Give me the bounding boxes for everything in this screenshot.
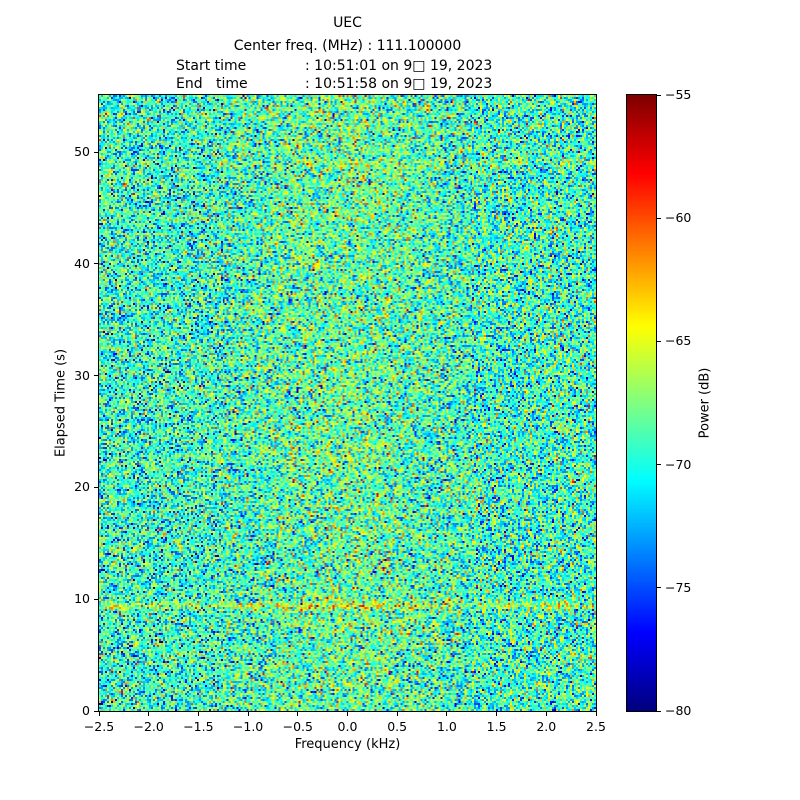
colorbar-tick-mark [657,587,661,589]
x-tick-label: −0.5 [282,719,313,734]
x-tick-label: −1.5 [183,719,214,734]
end-time-row: End time : 10:51:58 on 9□ 19, 2023 [176,75,492,93]
colorbar-tick-label: −80 [665,703,692,718]
y-axis-label: Elapsed Time (s) [53,348,69,458]
colorbar-label: Power (dB) [697,367,713,439]
colorbar-tick-mark [657,710,661,712]
colorbar-tick-label: −75 [665,579,692,595]
colorbar-tick-label: −65 [665,333,692,349]
x-tick-mark [197,712,199,716]
colorbar-tick-mark [657,217,661,219]
y-tick-label: 50 [74,144,90,160]
spectrogram-image [99,95,596,711]
y-tick-mark [94,263,98,265]
y-tick-mark [94,598,98,600]
x-tick-mark [297,712,299,716]
colorbar-tick-mark [657,94,661,96]
x-tick-mark [496,712,498,716]
end-time-label: End time [176,76,248,92]
end-time-value: : 10:51:58 on 9□ 19, 2023 [305,76,493,92]
x-tick-label: 1.0 [436,719,457,734]
y-tick-mark [94,151,98,153]
start-time-row: Start time : 10:51:01 on 9□ 19, 2023 [176,57,492,75]
x-tick-label: 0.5 [387,719,408,734]
x-tick-mark [396,712,398,716]
x-tick-label: 0.0 [337,719,358,734]
x-tick-label: −2.5 [83,719,115,734]
colorbar-tick-label: −55 [665,87,692,102]
x-tick-mark [545,712,547,716]
y-tick-label: 20 [74,479,90,495]
x-tick-mark [148,712,150,716]
start-time-value: : 10:51:01 on 9□ 19, 2023 [305,58,493,74]
y-tick-mark [94,375,98,377]
x-tick-mark [98,712,100,716]
x-tick-mark [595,712,597,716]
spectrogram-plot-area [98,94,597,712]
x-tick-mark [247,712,249,716]
colorbar [626,94,657,712]
x-tick-label: 1.5 [486,719,507,734]
x-tick-mark [347,712,348,716]
x-tick-label: 2.5 [586,719,606,734]
y-tick-label: 30 [74,367,90,383]
y-tick-label: 0 [82,703,90,718]
colorbar-tick-label: −70 [665,456,692,472]
x-tick-label: −2.0 [133,719,164,734]
x-tick-mark [446,712,448,716]
plot-title: UEC [333,15,362,31]
center-frequency-line: Center freq. (MHz) : 111.100000 [233,38,462,54]
y-tick-label: 10 [74,591,90,607]
y-tick-label: 40 [74,255,90,271]
x-axis-label: Frequency (kHz) [294,737,401,752]
y-tick-mark [94,486,98,488]
start-time-label: Start time [176,58,247,74]
colorbar-tick-mark [657,340,661,342]
x-tick-label: −1.0 [232,719,264,734]
colorbar-tick-mark [657,464,661,466]
colorbar-tick-label: −60 [665,210,692,226]
time-info-block: Start time : 10:51:01 on 9□ 19, 2023 End… [176,57,492,93]
colorbar-gradient [627,95,656,711]
x-tick-label: 2.0 [536,719,557,734]
y-tick-mark [94,710,98,712]
